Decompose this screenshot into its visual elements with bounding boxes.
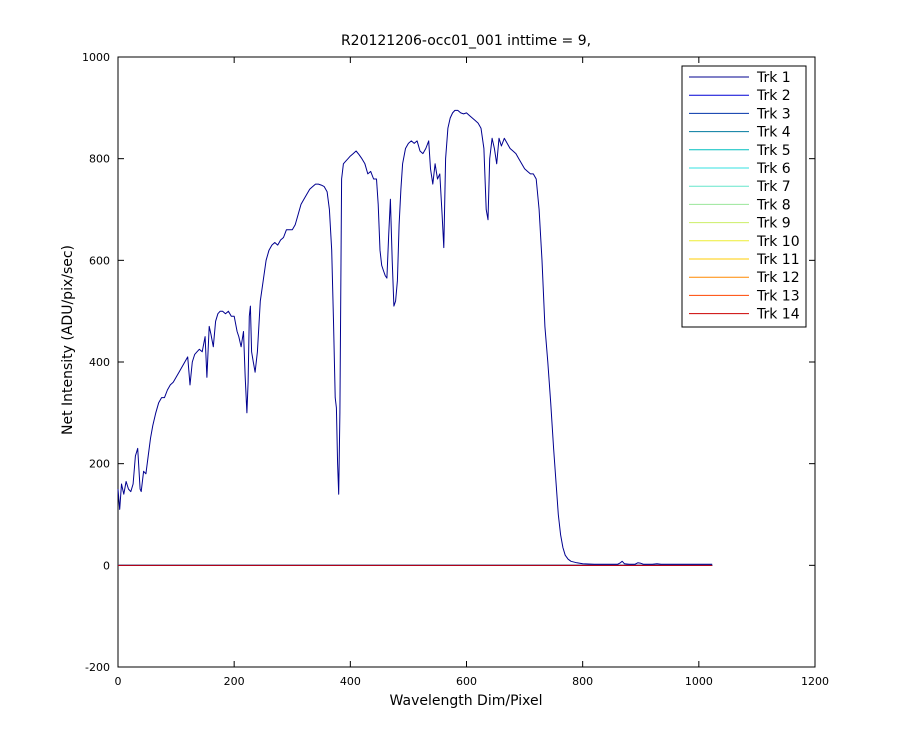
legend-label: Trk 6	[756, 161, 791, 177]
legend-label: Trk 4	[756, 125, 791, 141]
y-axis-label: Net Intensity (ADU/pix/sec)	[60, 245, 76, 435]
y-tick-label: 1000	[82, 51, 110, 64]
legend-label: Trk 3	[756, 106, 791, 122]
x-tick-label: 800	[572, 675, 593, 688]
legend-label: Trk 11	[756, 252, 800, 268]
x-tick-label: 1200	[801, 675, 829, 688]
legend-label: Trk 14	[756, 307, 800, 323]
legend-label: Trk 12	[756, 270, 800, 286]
legend-label: Trk 13	[756, 288, 800, 304]
x-tick-label: 200	[224, 675, 245, 688]
y-tick-label: 600	[89, 254, 110, 267]
legend-box	[681, 65, 807, 328]
series-line-trk-1-spectrum	[117, 109, 713, 565]
series-lines	[117, 109, 713, 566]
legend-label: Trk 5	[756, 143, 791, 159]
y-tick-label: 200	[89, 458, 110, 471]
legend-label: Trk 9	[756, 216, 791, 232]
x-tick-label: 0	[115, 675, 122, 688]
x-tick-label: 400	[340, 675, 361, 688]
legend-label: Trk 1	[756, 70, 791, 86]
legend: Trk 1 Trk 2 Trk 3 Trk 4 Trk 5 Trk 6 Trk 7 Trk 8…	[681, 65, 807, 328]
y-tick-label: 400	[89, 356, 110, 369]
legend-label: Trk 7	[756, 179, 791, 195]
x-tick-label: 1000	[685, 675, 713, 688]
y-tick-label: -200	[85, 661, 110, 674]
y-tick-label: 0	[103, 559, 110, 572]
axis-ticks: 0 200 400 600 800 1000 1200 -200 0 200 400 600 800 10…	[82, 51, 829, 688]
chart-title: R20121206-occ01_001 inttime = 9,	[341, 33, 591, 49]
x-tick-label: 600	[456, 675, 477, 688]
legend-label: Trk 2	[756, 88, 791, 104]
legend-label: Trk 10	[756, 234, 800, 250]
y-tick-label: 800	[89, 153, 110, 166]
x-axis-label: Wavelength Dim/Pixel	[390, 693, 543, 709]
legend-label: Trk 8	[756, 197, 791, 213]
